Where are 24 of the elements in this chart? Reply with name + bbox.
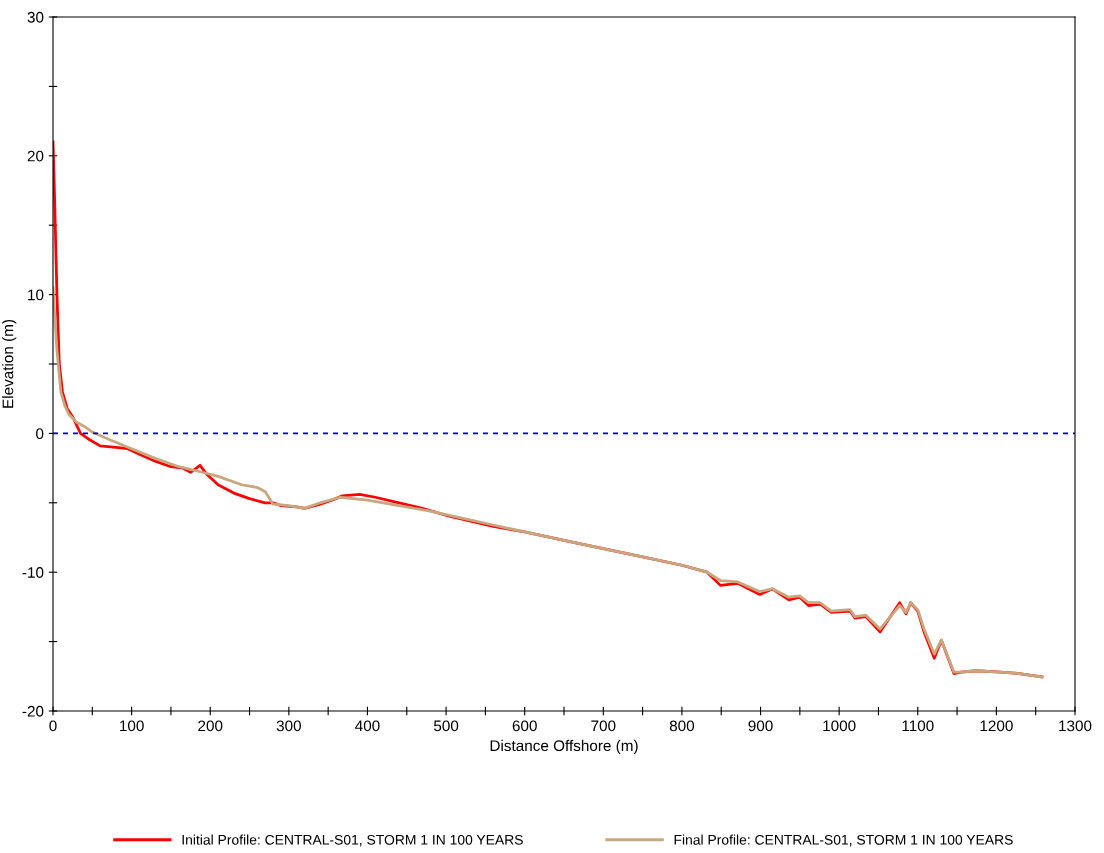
- x-axis-title: Distance Offshore (m): [490, 739, 638, 755]
- y-tick-label: 20: [27, 150, 44, 162]
- x-tick-label: 200: [198, 720, 223, 732]
- y-tick-label: 0: [36, 428, 44, 440]
- x-tick-label: 600: [512, 720, 537, 732]
- y-tick-label: -10: [22, 567, 44, 578]
- y-tick-label: 30: [27, 11, 44, 23]
- x-tick-label: 1000: [823, 720, 856, 732]
- y-tick-label: 10: [28, 289, 44, 301]
- y-tick-label: -20: [22, 705, 44, 717]
- x-tick-label: 400: [355, 720, 380, 732]
- x-tick-label: 100: [120, 720, 144, 732]
- legend-label: Final Profile: CENTRAL-S01, STORM 1 IN 100 YEARS: [674, 834, 1013, 847]
- legend-label: Initial Profile: CENTRAL-S01, STORM 1 IN 100 YEARS: [182, 834, 523, 847]
- x-tick-label: 300: [276, 720, 301, 732]
- y-axis-title: Elevation (m): [2, 319, 17, 408]
- x-tick-label: 1100: [902, 720, 934, 732]
- x-tick-label: 700: [591, 720, 616, 732]
- x-tick-label: 0: [49, 720, 57, 732]
- x-tick-label: 1200: [980, 720, 1013, 732]
- x-tick-label: 1300: [1059, 720, 1092, 732]
- x-tick-label: 500: [433, 720, 459, 732]
- x-tick-label: 800: [669, 720, 695, 732]
- x-tick-label: 900: [748, 720, 773, 732]
